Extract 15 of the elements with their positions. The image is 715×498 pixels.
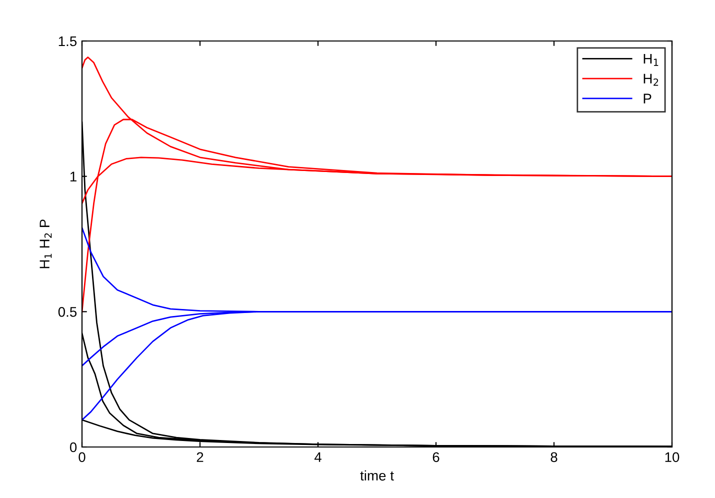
legend-label: H$_{1}$ [644,54,658,66]
legend-label: H$_{2}$ [644,74,658,86]
y-axis-title: H$_{1}$ H$_{2}$ P [40,220,52,268]
y-tick-label: 0 [70,442,77,452]
x-axis-title: time t [360,470,394,481]
x-tick-label: 0 [78,452,86,462]
x-tick-label: 6 [432,452,440,462]
x-tick-label: 2 [196,452,204,462]
y-tick-label: 1 [70,172,76,182]
y-tick-label: 0.5 [58,307,77,317]
x-tick-label: 10 [665,452,680,462]
legend-label: P [644,94,652,104]
x-tick-label: 8 [550,452,558,462]
x-tick-label: 4 [314,452,322,462]
y-tick-label: 1.5 [58,36,77,46]
